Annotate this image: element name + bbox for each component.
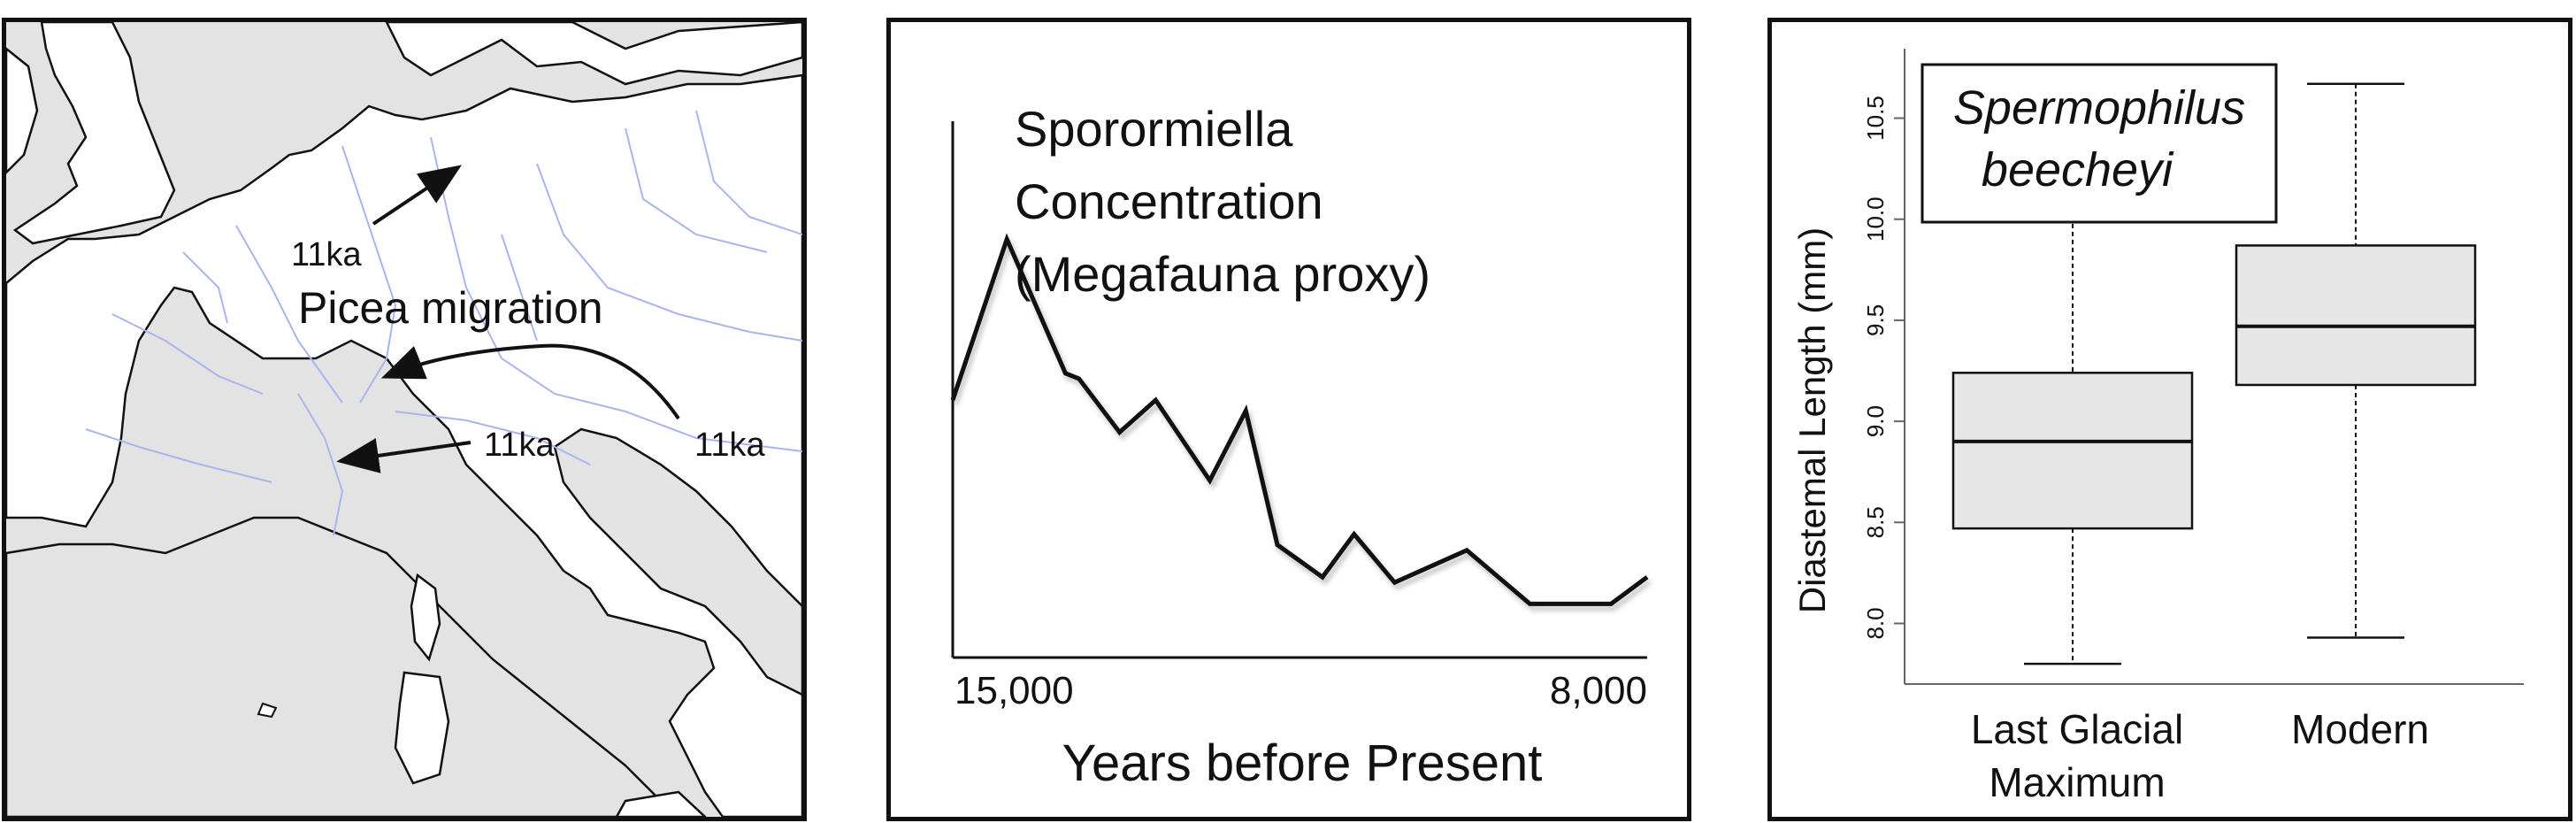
line-title-line-2: (Megafauna proxy): [1015, 246, 1430, 302]
y-tick-label: 10.0: [1862, 196, 1889, 242]
box-title-frame: [1920, 63, 2278, 224]
arrow-east: [380, 343, 680, 420]
box-title-line-1: beecheyi: [1982, 143, 2174, 196]
x-axis-label: Years before Present: [1062, 735, 1543, 792]
arrow-south: [336, 438, 472, 473]
line-chart: Sporormiella Concentration (Megafauna prox…: [950, 101, 1649, 792]
box-iqr: [1951, 372, 2194, 530]
line-chart-title: Sporormiella Concentration (Megafauna prox…: [1015, 101, 1430, 302]
map-panel: 11ka 11ka 11ka Picea migration: [2, 18, 807, 821]
map-title: Picea migration: [298, 283, 603, 333]
arrow-label-north: 11ka: [291, 236, 362, 273]
box-plot-category-labels: Last Glacial Maximum Modern: [1971, 706, 2429, 805]
box-iqr: [2235, 244, 2477, 387]
x-tick-label-left: 15,000: [954, 669, 1074, 712]
box-title-line-0: Spermophilus: [1953, 81, 2245, 135]
sicily-island: [615, 790, 707, 817]
great-britain-landmass: [12, 22, 176, 245]
arrow-label-south: 11ka: [484, 427, 555, 464]
europe-map: 11ka 11ka 11ka Picea migration: [6, 22, 802, 817]
category-label-0: Maximum: [1989, 759, 2165, 805]
box-plot: 8.0 8.5 9.0 9.5 10.0 10.5 Spermophilus beechey…: [1791, 49, 2524, 805]
balearic-island: [257, 702, 278, 719]
box-plot-boxes: [1951, 82, 2477, 665]
category-label-0: Last Glacial: [1971, 706, 2183, 752]
sardinia-island: [394, 671, 450, 785]
scandinavia-landmass: [385, 22, 802, 86]
corsica-island: [410, 573, 441, 662]
arrow-north: [372, 165, 462, 226]
rivers: [85, 110, 802, 536]
box-plot-axes: 8.0 8.5 9.0 9.5 10.0 10.5: [1862, 49, 2524, 685]
y-tick-label: 8.0: [1862, 607, 1889, 639]
line-series-group: [950, 233, 1649, 606]
x-tick-label-right: 8,000: [1550, 669, 1647, 712]
adriatic-sea: [553, 427, 802, 696]
continent-landmass: [6, 73, 802, 817]
line-chart-panel: Sporormiella Concentration (Megafauna prox…: [886, 18, 1691, 821]
y-tick-label: 10.5: [1862, 96, 1889, 141]
y-axis-label: Diastemal Length (mm): [1791, 227, 1833, 613]
y-tick-label: 9.0: [1862, 405, 1889, 437]
category-label-1: Modern: [2291, 706, 2429, 752]
y-tick-label: 8.5: [1862, 506, 1889, 538]
arrow-label-east: 11ka: [694, 427, 765, 464]
y-tick-label: 9.5: [1862, 304, 1889, 336]
sporormiella-line: [950, 233, 1649, 606]
ireland-landmass: [6, 47, 39, 174]
box-plot-title: Spermophilus beecheyi: [1920, 63, 2278, 224]
line-title-line-0: Sporormiella: [1015, 101, 1293, 157]
line-title-line-1: Concentration: [1015, 173, 1323, 229]
box-plot-panel: 8.0 8.5 9.0 9.5 10.0 10.5 Spermophilus beechey…: [1767, 18, 2572, 821]
